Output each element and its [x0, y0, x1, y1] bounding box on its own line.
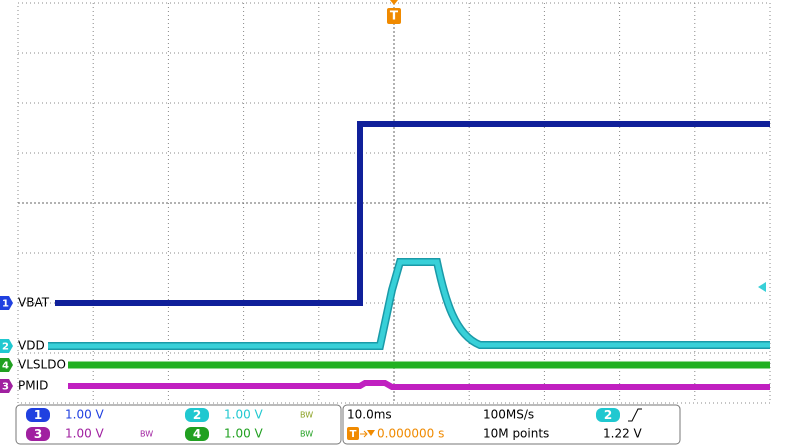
trace-label: VLSLDO [18, 358, 66, 372]
trace-tag [0, 339, 13, 353]
trigger-text: T [390, 9, 399, 23]
trigger-arrow [390, 0, 398, 5]
record-length: 10M points [483, 427, 549, 441]
channel-scale: 1.00 V [65, 427, 105, 441]
pos-arrow [360, 430, 368, 438]
trace-label: VDD [18, 339, 45, 353]
trace-tag-number: 4 [2, 361, 9, 372]
timebase-panel [342, 404, 681, 445]
channel-bw: BW [300, 411, 313, 420]
trace-tag [0, 379, 13, 393]
trace-label: VBAT [18, 296, 50, 310]
trace-tag-number: 1 [2, 299, 9, 310]
pos-triangle [367, 430, 375, 436]
channel-scale: 1.00 V [224, 408, 264, 422]
channel-scale: 1.00 V [65, 408, 105, 422]
channel-bw: BW [140, 430, 153, 439]
channel-bw: BW [300, 430, 313, 439]
channel-scale: 1.00 V [224, 427, 264, 441]
waveform-1 [55, 121, 770, 306]
sample-rate: 100MS/s [483, 408, 534, 422]
channel-panel [15, 404, 342, 445]
waveform-3 [68, 380, 770, 390]
pos-trigger-box [347, 427, 359, 440]
trace-tag-number: 2 [2, 342, 9, 353]
channel-number: 2 [193, 408, 201, 422]
trigger-box [387, 8, 401, 24]
channel-badge [185, 427, 209, 441]
channel-badge [26, 427, 50, 441]
trigger-source-badge [596, 408, 620, 422]
channel-number: 4 [193, 427, 201, 441]
pos-trigger-text: T [350, 429, 357, 440]
channel-badge [26, 408, 50, 422]
graticule [17, 2, 771, 404]
trace-tag [0, 296, 13, 310]
trace-tag-number: 3 [2, 382, 9, 393]
trigger-marker: T [387, 0, 401, 24]
trigger-level-marker [758, 282, 766, 292]
trace-tag [0, 358, 13, 372]
channel-number: 1 [34, 408, 42, 422]
trace-label: PMID [18, 379, 48, 393]
slope-icon [628, 408, 642, 422]
channel-badge [185, 408, 209, 422]
trigger-position: 0.000000 s [377, 427, 444, 441]
channel-number: 3 [34, 427, 42, 441]
trigger-level: 1.22 V [603, 427, 643, 441]
time-scale: 10.0ms [347, 408, 392, 422]
waveform-2 [48, 259, 770, 349]
trigger-source: 2 [604, 408, 612, 422]
